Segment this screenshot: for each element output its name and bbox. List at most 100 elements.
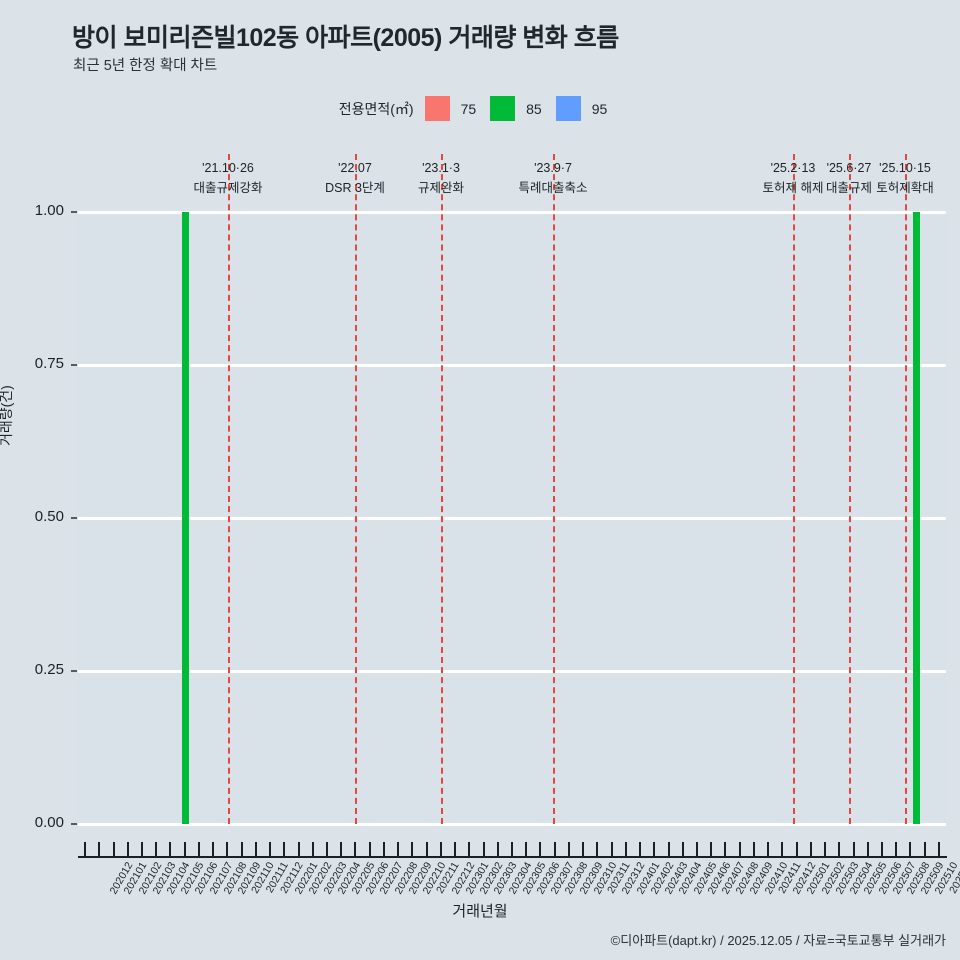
gridline [78, 516, 946, 520]
x-axis-tick-mark [183, 842, 186, 856]
x-axis-tick-mark [297, 842, 300, 856]
x-axis-tick-mark [781, 842, 784, 856]
x-axis-tick-mark [895, 842, 898, 856]
annotation-text-7: 토허제확대 [876, 181, 934, 195]
annotation-label-3: '23.1·3 규제완화 [371, 158, 511, 198]
legend-item-75[interactable]: 75 [424, 96, 476, 121]
annotation-label-1: '21.10·26 대출규제강화 [158, 158, 298, 198]
x-axis-tick-mark [866, 842, 869, 856]
x-axis-tick-mark [624, 842, 627, 856]
x-axis-tick-mark [254, 842, 257, 856]
x-axis-tick-mark [752, 842, 755, 856]
x-axis-tick-mark [212, 842, 215, 856]
annotation-text-6: 대출규제 [825, 181, 872, 195]
x-axis-tick-mark [496, 842, 499, 856]
plot-area [78, 154, 946, 826]
x-axis-tick-mark [382, 842, 385, 856]
legend-title: 전용면적(㎡) [338, 100, 414, 117]
x-axis-tick-mark [653, 842, 656, 856]
x-axis-tick-mark [667, 842, 670, 856]
x-axis-tick-mark [439, 842, 442, 856]
annotation-line-6 [849, 154, 851, 824]
annotation-text-4: 특례대출축소 [518, 181, 588, 195]
y-axis-tick-mark [71, 211, 77, 213]
annotation-line-3 [441, 154, 443, 824]
annotation-date-2: '22.07 [338, 161, 372, 175]
gridline [78, 669, 946, 673]
y-axis-title: 거래량(건) [0, 385, 14, 446]
legend-label-95: 95 [591, 100, 608, 117]
y-axis-tick-mark [71, 364, 77, 366]
x-axis-line [78, 856, 947, 858]
annotation-line-4 [553, 154, 555, 824]
x-axis-tick-mark [582, 842, 585, 856]
x-axis-tick-mark [880, 842, 883, 856]
x-axis-tick-mark [169, 842, 172, 856]
x-axis-tick-mark [283, 842, 286, 856]
annotation-text-5: 토허제 해제 [762, 181, 824, 195]
x-axis-tick-mark [425, 842, 428, 856]
x-axis-tick-mark [567, 842, 570, 856]
x-axis-tick-mark [197, 842, 200, 856]
x-axis-tick-mark [710, 842, 713, 856]
legend-swatch-95 [555, 96, 581, 121]
annotation-text-2: DSR 3단계 [325, 181, 385, 195]
annotation-label-2: '22.07 DSR 3단계 [285, 158, 425, 198]
annotation-date-6: '25.6·27 [826, 161, 872, 175]
x-axis-tick-mark [411, 842, 414, 856]
x-axis-tick-mark [824, 842, 827, 856]
x-axis-tick-mark [838, 842, 841, 856]
x-axis-tick-mark [84, 842, 87, 856]
x-axis-tick-mark [326, 842, 329, 856]
legend-swatch-85 [490, 96, 516, 121]
x-axis-tick-mark [610, 842, 613, 856]
x-axis-tick-mark [639, 842, 642, 856]
annotation-date-1: '21.10·26 [202, 161, 254, 175]
x-axis-tick-mark [923, 842, 926, 856]
x-axis-tick-mark [539, 842, 542, 856]
page-title: 방이 보미리즌빌102동 아파트(2005) 거래량 변화 흐름 [72, 24, 619, 52]
x-axis-tick-mark [126, 842, 129, 856]
bar-202107-85[interactable] [181, 212, 189, 824]
x-axis-tick-mark [368, 842, 371, 856]
x-axis-tick-mark [852, 842, 855, 856]
gridline [78, 210, 946, 214]
gridline [78, 822, 946, 826]
x-axis-tick-mark [695, 842, 698, 856]
x-axis-tick-mark [354, 842, 357, 856]
x-axis-tick-mark [240, 842, 243, 856]
x-axis-tick-mark [468, 842, 471, 856]
y-axis-tick-mark [71, 517, 77, 519]
legend-swatch-75 [424, 96, 450, 121]
x-axis-tick-mark [909, 842, 912, 856]
x-axis-tick-mark [596, 842, 599, 856]
x-axis-tick-mark [112, 842, 115, 856]
legend-item-95[interactable]: 95 [555, 96, 608, 121]
annotation-text-3: 규제완화 [417, 181, 464, 195]
annotation-label-7: '25.10·15 토허제확대 [835, 158, 960, 198]
legend-label-85: 85 [526, 100, 542, 117]
x-axis-tick-mark [269, 842, 272, 856]
footer-credit: ©디아파트(dapt.kr) / 2025.12.05 / 자료=국토교통부 실… [610, 933, 946, 948]
x-axis-tick-mark [795, 842, 798, 856]
annotation-line-7 [905, 154, 907, 824]
y-axis-tick-mark [71, 670, 77, 672]
chart-legend: 전용면적(㎡) 75 85 95 [0, 96, 960, 121]
x-axis-tick-mark [454, 842, 457, 856]
y-axis-tick-label: 0.00 [34, 814, 64, 831]
x-axis-tick-mark [553, 842, 556, 856]
annotation-label-5: '25.2·13 토허제 해제 [723, 158, 863, 198]
x-axis-tick-mark [681, 842, 684, 856]
annotation-date-7: '25.10·15 [879, 161, 931, 175]
y-axis-tick-label: 1.00 [34, 202, 64, 219]
annotation-label-6: '25.6·27 대출규제 [779, 158, 919, 198]
x-axis-tick-mark [226, 842, 229, 856]
annotation-line-2 [355, 154, 357, 824]
x-axis-tick-mark [809, 842, 812, 856]
y-axis-tick-label: 0.25 [34, 661, 64, 678]
x-axis-tick-mark [340, 842, 343, 856]
annotation-text-1: 대출규제강화 [193, 181, 263, 195]
bar-202511-85[interactable] [912, 212, 920, 824]
legend-item-85[interactable]: 85 [490, 96, 542, 121]
